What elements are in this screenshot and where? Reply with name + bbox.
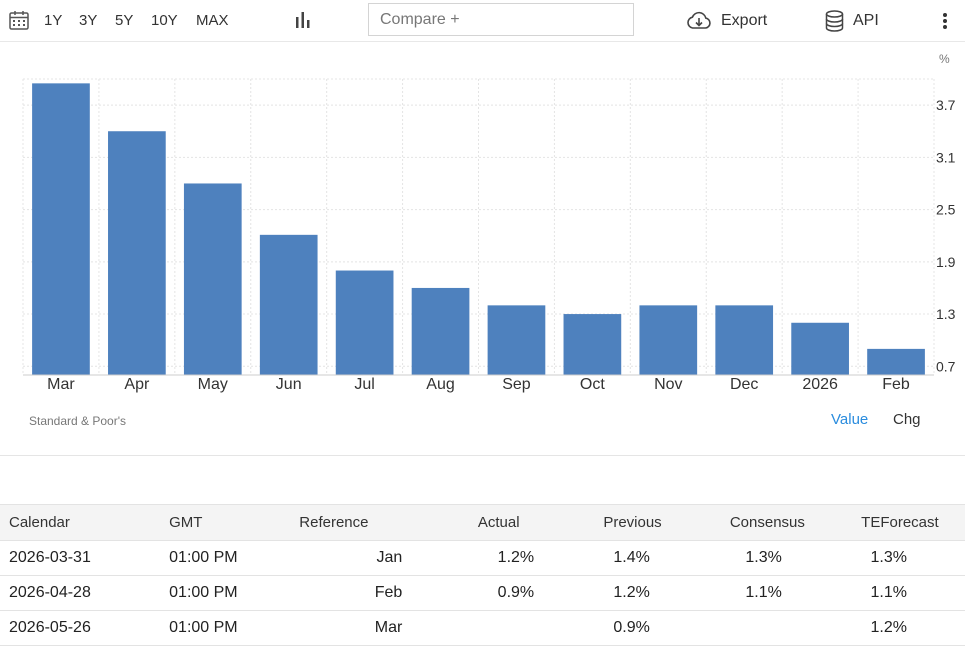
x-tick-label: Sep [502,376,531,393]
cell-previous: 1.2% [565,575,700,611]
bar-dec[interactable] [715,305,774,375]
bar-jul[interactable] [335,270,394,375]
cell-gmt: 01:00 PM [169,575,300,611]
range-max-button[interactable]: MAX [196,12,229,29]
cell-actual [432,610,566,646]
col-header-reference: Reference [299,504,433,541]
range-1y-button[interactable]: 1Y [44,12,63,29]
cell-actual: 1.2% [432,540,566,576]
cell-consensus: 1.1% [699,575,835,611]
more-options-icon[interactable] [940,11,950,31]
cell-reference: Feb [299,575,433,611]
bar-jun[interactable] [259,234,318,375]
x-tick-label: May [198,376,228,393]
bar-nov[interactable] [639,305,698,375]
col-header-teforecast: TEForecast [834,504,965,541]
bar-2026[interactable] [791,322,849,375]
x-tick-label: Apr [124,376,150,393]
cell-actual: 0.9% [432,575,566,611]
col-header-previous: Previous [565,504,700,541]
x-tick-label: Dec [730,376,758,393]
bar-sep[interactable] [487,305,546,375]
cell-gmt: 01:00 PM [169,610,300,646]
x-tick-label: 2026 [802,376,838,393]
y-unit-label: % [939,52,950,66]
export-button[interactable]: Export [721,12,768,29]
cell-calendar: 2026-03-31 [0,540,170,576]
cell-reference: Mar [299,610,433,646]
range-3y-button[interactable]: 3Y [79,12,98,29]
x-tick-label: Nov [654,376,682,393]
col-header-actual: Actual [432,504,566,541]
col-header-gmt: GMT [169,504,300,541]
cell-consensus [699,610,835,646]
x-tick-label: Feb [882,376,910,393]
x-tick-label: Oct [580,376,605,393]
col-header-consensus: Consensus [699,504,835,541]
y-tick-label: 1.9 [936,254,956,270]
bar-aug[interactable] [411,287,470,375]
bar-mar[interactable] [32,83,90,375]
compare-input[interactable] [368,3,634,36]
bar-chart: 3.7 3.1 2.5 1.9 1.3 0.7% Mar Apr May Jun Jul Aug Sep… [22,52,956,393]
bar-apr[interactable] [108,131,166,375]
y-tick-label: 3.1 [936,149,956,165]
y-tick-label: 0.7 [936,358,956,374]
chart-source: Standard & Poor's [29,414,127,428]
cell-teforecast: 1.2% [834,610,965,646]
x-tick-label: Mar [47,376,75,393]
cloud-download-icon[interactable] [686,11,712,31]
bar-oct[interactable] [563,314,622,375]
cell-gmt: 01:00 PM [169,540,300,576]
col-header-calendar: Calendar [0,504,170,541]
cell-teforecast: 1.3% [834,540,965,576]
table-row: 2026-05-26 01:00 PM Mar 0.9% 1.2% [0,610,965,646]
bar-feb[interactable] [867,348,925,375]
cell-previous: 0.9% [565,610,700,646]
range-10y-button[interactable]: 10Y [151,12,178,29]
range-5y-button[interactable]: 5Y [115,12,134,29]
y-tick-label: 1.3 [936,306,956,322]
legend-value-toggle[interactable]: Value [831,411,869,428]
cell-teforecast: 1.1% [834,575,965,611]
section-divider [0,455,965,456]
x-tick-label: Aug [426,376,454,393]
bar-may[interactable] [183,183,242,375]
cell-previous: 1.4% [565,540,700,576]
calendar-table: Calendar GMT Reference Actual Previous Consen… [0,504,965,646]
y-tick-label: 3.7 [936,97,956,113]
api-button[interactable]: API [853,12,879,29]
cell-calendar: 2026-04-28 [0,575,170,611]
chart-type-bar-icon[interactable] [294,11,312,29]
calendar-icon[interactable] [8,9,30,31]
x-tick-label: Jul [354,376,374,393]
calendar-header-row: Calendar GMT Reference Actual Previous Consen… [0,504,965,541]
cell-consensus: 1.3% [699,540,835,576]
cell-calendar: 2026-05-26 [0,610,170,646]
table-row: 2026-04-28 01:00 PM Feb 0.9% 1.2% 1.1% 1.1% [0,575,965,611]
database-icon[interactable] [825,10,844,32]
legend-chg-toggle[interactable]: Chg [893,411,921,428]
x-tick-label: Jun [276,376,302,393]
table-row: 2026-03-31 01:00 PM Jan 1.2% 1.4% 1.3% 1.3% [0,540,965,576]
cell-reference: Jan [299,540,433,576]
chart-toolbar: 1Y 3Y 5Y 10Y MAX Export API [0,0,965,42]
y-tick-label: 2.5 [936,202,956,218]
